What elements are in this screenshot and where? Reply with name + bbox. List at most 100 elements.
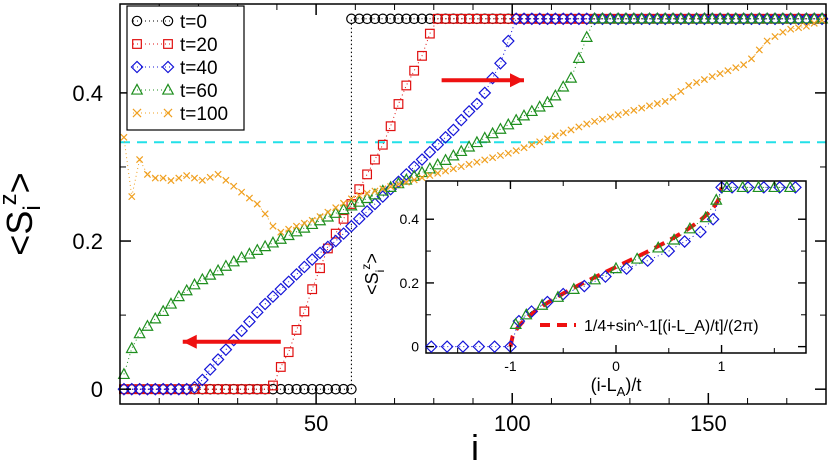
main-plot-frame	[119, 3, 827, 405]
main-data-point	[285, 225, 293, 233]
inset-data-point	[509, 317, 522, 329]
main-data-point	[627, 11, 641, 24]
main-data-point	[410, 176, 418, 184]
inset-data-point	[599, 270, 612, 283]
main-data-point	[424, 13, 436, 25]
main-series-t-20	[119, 13, 827, 395]
main-data-point	[740, 61, 748, 69]
inset-data-point	[651, 241, 665, 253]
main-data-point	[274, 282, 288, 296]
main-data-point	[622, 108, 630, 117]
main-data-point	[198, 176, 206, 184]
main-data-point	[283, 347, 294, 358]
main-data-point	[394, 180, 403, 188]
main-data-point	[792, 11, 805, 24]
main-data-point	[158, 384, 169, 395]
main-data-point	[156, 304, 170, 317]
main-data-point	[449, 165, 457, 173]
main-data-point	[446, 123, 460, 137]
inset-data-point	[620, 262, 633, 276]
main-data-point	[253, 200, 261, 208]
main-data-point	[787, 25, 795, 33]
main-data-point	[300, 219, 308, 227]
main-data-point	[143, 170, 152, 178]
main-data-point	[315, 263, 325, 274]
main-data-point	[260, 384, 271, 395]
main-data-point	[195, 373, 209, 387]
inset-data-point	[678, 235, 692, 248]
main-data-point	[448, 13, 459, 24]
main-data-point	[227, 333, 241, 347]
main-data-point	[149, 311, 162, 324]
main-data-point	[167, 176, 175, 185]
main-data-point	[344, 219, 358, 233]
main-data-point	[258, 297, 272, 311]
main-data-point	[588, 11, 601, 24]
legend-item: t=20	[132, 35, 218, 56]
main-data-point	[117, 367, 131, 380]
inset-data-point	[706, 212, 720, 226]
main-data-point	[136, 155, 144, 164]
inset-data-point	[783, 180, 797, 193]
main-data-point	[611, 11, 625, 24]
main-data-point	[252, 384, 263, 395]
main-data-point	[151, 174, 159, 182]
main-data-point	[308, 216, 316, 224]
legend-marker-left	[130, 83, 144, 95]
main-data-point	[401, 80, 412, 91]
main-data-point	[402, 178, 410, 186]
main-arrow	[441, 73, 524, 88]
legend-marker-right	[163, 108, 173, 118]
inset-data-point	[710, 193, 723, 205]
main-data-point	[409, 65, 420, 76]
main-data-point	[800, 11, 813, 24]
legend: t=0t=20t=40t=60t=100	[126, 5, 245, 131]
main-data-point	[690, 11, 703, 24]
main-data-point	[297, 260, 311, 274]
main-data-point	[635, 11, 648, 24]
main-data-point	[347, 195, 355, 203]
main-data-point	[299, 383, 310, 395]
main-data-point	[332, 204, 340, 212]
main-data-point	[503, 13, 514, 24]
legend-item: t=40	[130, 58, 218, 79]
main-data-point	[261, 210, 269, 218]
main-data-point	[214, 170, 222, 178]
main-data-point	[245, 194, 254, 202]
legend-marker-right	[161, 60, 175, 74]
main-data-point	[478, 86, 492, 100]
main-data-point	[371, 187, 379, 195]
main-data-point	[771, 33, 779, 41]
main-data-point	[486, 71, 500, 85]
main-data-point	[180, 382, 194, 396]
main-data-point	[473, 158, 481, 166]
main-data-point	[269, 222, 277, 230]
inset-data-point	[535, 298, 549, 310]
main-data-point	[415, 153, 429, 166]
main-data-point	[338, 213, 349, 224]
main-data-point	[481, 156, 489, 164]
legend-marker-right	[162, 15, 174, 27]
main-data-point	[747, 55, 756, 63]
inset-y-tick-label: 0	[411, 339, 419, 355]
main-data-point	[330, 228, 341, 239]
main-data-point	[235, 324, 249, 338]
inset-plot: -1 0 1 0 0.2 0.4 1/4+sin^-1[(i-L_A)/t]/(2π) <…	[359, 180, 807, 399]
main-data-point	[283, 383, 294, 395]
main-data-point	[172, 289, 186, 302]
inset-legend-label: 1/4+sin^-1[(i-L_A)/t]/(2π)	[584, 318, 759, 335]
main-data-point	[763, 37, 771, 45]
inset-data-point	[456, 340, 470, 354]
inset-data-point	[472, 340, 486, 354]
main-data-point	[511, 13, 522, 24]
inset-series-layer	[424, 180, 802, 354]
main-data-point	[464, 13, 474, 24]
main-data-point	[141, 319, 154, 331]
main-data-point	[456, 13, 467, 24]
legend-box	[126, 5, 245, 131]
main-data-point	[802, 22, 810, 30]
main-x-tick-label: 100	[494, 411, 531, 436]
main-data-point	[698, 11, 711, 24]
